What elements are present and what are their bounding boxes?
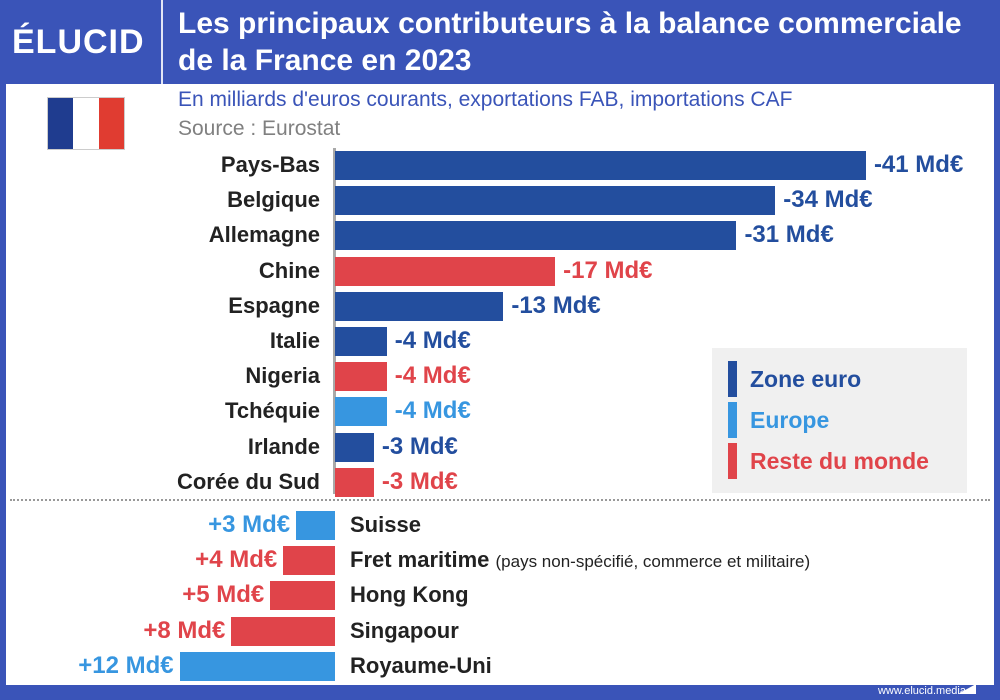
- category-label-coree-du-sud: Corée du Sud: [176, 468, 320, 494]
- zero-axis-line: [333, 148, 336, 494]
- brand-logo: ÉLUCID: [12, 23, 145, 61]
- bar-espagne: [335, 291, 504, 321]
- category-label-suisse: Suisse: [350, 512, 421, 537]
- bar-allemagne: [335, 221, 737, 251]
- category-label-royaume-uni: Royaume-Uni: [350, 652, 492, 678]
- bar-hong-kong: [270, 581, 335, 611]
- category-label-singapour: Singapour: [350, 617, 459, 643]
- bar-fret-maritime: [283, 546, 335, 576]
- value-label-hong-kong: +5 Md€: [182, 581, 265, 609]
- value-label-belgique: -34 Md€: [783, 186, 873, 214]
- bar-suisse: [296, 511, 335, 540]
- flag-stripe-red: [98, 98, 124, 149]
- category-label-belgique: Belgique: [227, 187, 320, 213]
- bar-italie: [335, 327, 387, 356]
- value-label-fret-maritime: +4 Md€: [195, 546, 278, 574]
- category-label-pays-bas: Pays-Bas: [220, 152, 320, 177]
- category-label-tchequie: Tchéquie: [225, 398, 320, 424]
- bar-irlande: [335, 432, 374, 462]
- category-label-italie: Italie: [269, 328, 320, 353]
- legend-label-zone-euro: Zone euro: [750, 366, 862, 392]
- bar-pays-bas: [335, 151, 866, 180]
- value-label-pays-bas: -41 Md€: [873, 151, 964, 178]
- bar-coree-du-sud: [335, 467, 374, 497]
- section-divider: [10, 499, 990, 501]
- value-label-italie: -4 Md€: [394, 327, 471, 354]
- value-label-espagne: -13 Md€: [511, 291, 601, 319]
- category-label-espagne: Espagne: [228, 292, 320, 318]
- legend: Zone euro Europe Reste du monde: [712, 348, 967, 493]
- value-label-tchequie: -4 Md€: [394, 397, 471, 425]
- value-label-royaume-uni: +12 Md€: [78, 651, 174, 679]
- category-label-fret-maritime: Fret maritime (pays non-spécifié, commer…: [350, 547, 811, 573]
- chart-subtitle: En milliards d'euros courants, exportati…: [178, 88, 793, 111]
- category-label-allemagne: Allemagne: [208, 222, 320, 248]
- category-label-chine: Chine: [258, 257, 320, 283]
- flag-stripe-blue: [48, 98, 74, 149]
- header-separator: [161, 0, 163, 84]
- bar-nigeria: [335, 362, 387, 392]
- category-note-fret-maritime: (pays non-spécifié, commerce et militair…: [495, 552, 811, 572]
- legend-label-europe: Europe: [750, 407, 830, 433]
- value-label-nigeria: -4 Md€: [394, 362, 471, 390]
- elucid-mark-icon: [958, 684, 976, 694]
- category-label-nigeria: Nigeria: [245, 363, 320, 389]
- legend-swatch-zone-euro: [728, 361, 737, 397]
- bar-singapour: [231, 616, 335, 646]
- value-label-irlande: -3 Md€: [381, 432, 458, 460]
- flag-stripe-white: [73, 98, 99, 149]
- value-label-singapour: +8 Md€: [143, 616, 226, 644]
- legend-swatch-reste-du-monde: [728, 443, 737, 479]
- category-label-hong-kong: Hong Kong: [350, 582, 469, 608]
- header: ÉLUCID Les principaux contributeurs à la…: [0, 0, 1000, 84]
- chart-source: Source : Eurostat: [178, 117, 341, 140]
- footer-url: www.elucid.media: [877, 685, 966, 697]
- category-label-irlande: Irlande: [247, 433, 320, 459]
- value-label-coree-du-sud: -3 Md€: [381, 467, 458, 495]
- value-label-allemagne: -31 Md€: [744, 221, 834, 249]
- bar-royaume-uni: [179, 651, 335, 681]
- legend-swatch-europe: [728, 402, 737, 438]
- value-label-suisse: +3 Md€: [208, 511, 291, 538]
- bar-belgique: [335, 186, 776, 216]
- bar-tchequie: [335, 397, 387, 427]
- chart-title: Les principaux contributeurs à la balanc…: [178, 7, 962, 77]
- value-label-chine: -17 Md€: [563, 256, 653, 284]
- france-flag-icon: [47, 97, 125, 150]
- legend-label-reste-du-monde: Reste du monde: [750, 448, 929, 474]
- bar-chine: [335, 256, 556, 286]
